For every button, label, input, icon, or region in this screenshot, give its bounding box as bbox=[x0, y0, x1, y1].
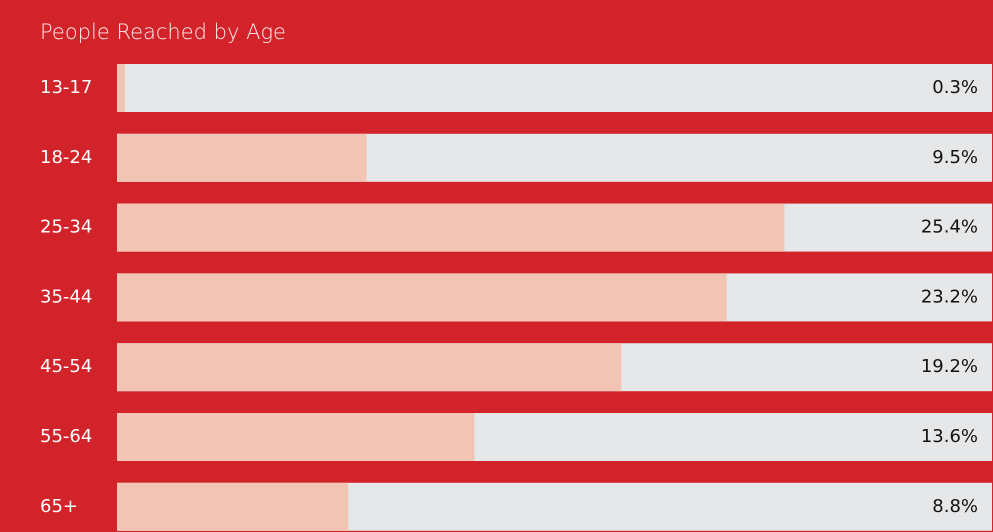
category-label: 25-34 bbox=[40, 217, 92, 238]
category-label: 18-24 bbox=[40, 147, 92, 168]
bar bbox=[117, 343, 622, 392]
value-label: 23.2% bbox=[921, 286, 978, 307]
category-label: 13-17 bbox=[40, 77, 92, 98]
bar-track bbox=[117, 64, 992, 112]
category-label: 45-54 bbox=[40, 356, 92, 377]
bar bbox=[117, 413, 475, 461]
value-label: 8.8% bbox=[932, 496, 978, 517]
chart-title: People Reached by Age bbox=[40, 20, 286, 44]
category-label: 55-64 bbox=[40, 426, 92, 447]
bar bbox=[117, 482, 349, 531]
category-label: 35-44 bbox=[40, 286, 92, 307]
bar bbox=[117, 64, 125, 112]
value-label: 19.2% bbox=[921, 356, 978, 377]
value-label: 9.5% bbox=[932, 147, 978, 168]
bar bbox=[117, 203, 785, 252]
bar bbox=[117, 273, 727, 322]
value-label: 25.4% bbox=[921, 217, 978, 238]
value-label: 0.3% bbox=[932, 77, 978, 98]
value-label: 13.6% bbox=[921, 426, 978, 447]
bar bbox=[117, 133, 367, 182]
category-label: 65+ bbox=[40, 496, 78, 517]
